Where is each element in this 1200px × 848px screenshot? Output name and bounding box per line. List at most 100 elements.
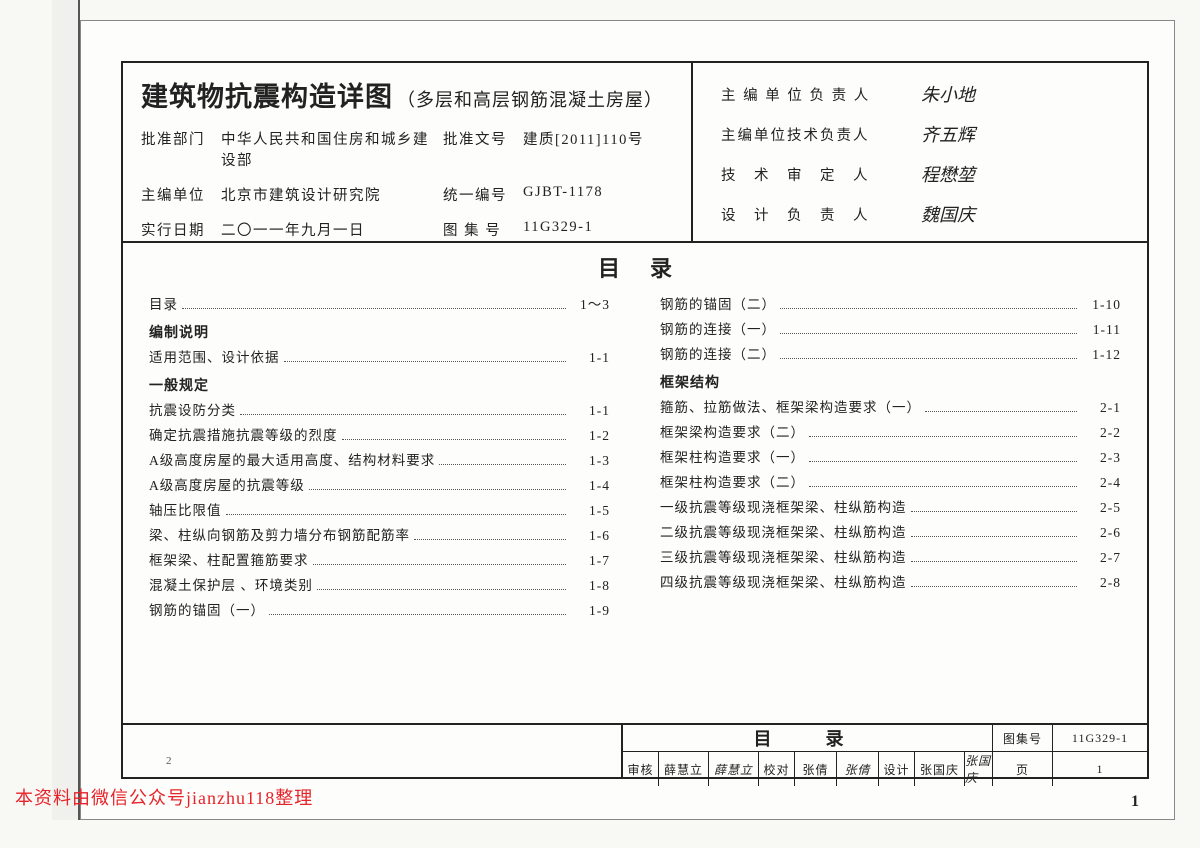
toc-entry: 二级抗震等级现浇框架梁、柱纵筋构造 2-6 xyxy=(660,521,1121,546)
toc-heading: 一般规定 xyxy=(149,375,610,395)
info-row: 主编单位 北京市建筑设计研究院 统一编号 GJBT-1178 xyxy=(141,184,673,205)
footer-toc-label: 目 录 xyxy=(623,725,993,751)
toc-entry: A级高度房屋的抗震等级 1-4 xyxy=(149,474,610,499)
info-label: 批准部门 xyxy=(141,128,221,170)
toc-entry: 钢筋的锚固（一） 1-9 xyxy=(149,599,610,624)
signature-value: 程懋堃 xyxy=(921,161,1137,187)
page-number: 1 xyxy=(1131,793,1139,811)
toc-entry: 三级抗震等级现浇框架梁、柱纵筋构造 2-7 xyxy=(660,546,1121,571)
signature-value: 魏国庆 xyxy=(921,201,1137,227)
footer-cell: 薛慧立 xyxy=(709,752,759,786)
toc-entry: 四级抗震等级现浇框架梁、柱纵筋构造 2-8 xyxy=(660,571,1121,596)
toc-entry: A级高度房屋的最大适用高度、结构材料要求 1-3 xyxy=(149,449,610,474)
footer-cell: 张倩 xyxy=(795,752,837,786)
toc-entry-name: 框架柱构造要求（二） xyxy=(660,471,805,496)
toc-entry-name: 框架梁、柱配置箍筋要求 xyxy=(149,549,309,574)
toc-entry-page: 1-4 xyxy=(570,474,610,499)
toc-entry-page: 1-10 xyxy=(1081,293,1121,318)
toc-area: 目录 目录 1～3编制说明适用范围、设计依据 1-1一般规定抗震设防分类 1-1… xyxy=(123,243,1147,723)
toc-entry-name: 钢筋的锚固（二） xyxy=(660,293,776,318)
signature-value: 朱小地 xyxy=(921,81,1137,107)
toc-heading: 框架结构 xyxy=(660,372,1121,392)
footer-cell: 张国庆 xyxy=(965,752,993,786)
toc-entry-name: 钢筋的锚固（一） xyxy=(149,599,265,624)
toc-dots xyxy=(925,411,1077,412)
toc-entry-page: 2-2 xyxy=(1081,421,1121,446)
toc-entry-name: 三级抗震等级现浇框架梁、柱纵筋构造 xyxy=(660,546,907,571)
toc-dots xyxy=(780,358,1077,359)
toc-entry: 框架柱构造要求（一） 2-3 xyxy=(660,446,1121,471)
toc-dots xyxy=(240,414,566,415)
toc-entry-page: 1-3 xyxy=(570,449,610,474)
toc-entry-page: 1-1 xyxy=(570,399,610,424)
footer-page-value: 1 xyxy=(1053,752,1147,786)
title-left: 建筑物抗震构造详图 （多层和高层钢筋混凝土房屋） 批准部门 中华人民共和国住房和… xyxy=(123,63,693,241)
info-row: 批准部门 中华人民共和国住房和城乡建设部 批准文号 建质[2011]110号 xyxy=(141,128,673,170)
footer-top-row: 目 录 图集号 11G329-1 xyxy=(623,725,1147,752)
toc-entry-name: 一级抗震等级现浇框架梁、柱纵筋构造 xyxy=(660,496,907,521)
watermark-text: 本资料由微信公众号jianzhu118整理 xyxy=(15,784,313,810)
toc-heading: 编制说明 xyxy=(149,322,610,342)
toc-dots xyxy=(269,614,566,615)
info-value: 中华人民共和国住房和城乡建设部 xyxy=(221,128,443,170)
toc-entry-page: 1-8 xyxy=(570,574,610,599)
toc-entry-name: 适用范围、设计依据 xyxy=(149,346,280,371)
signature-row: 主编单位技术负责人 齐五辉 xyxy=(721,121,1137,147)
signature-value: 齐五辉 xyxy=(921,121,1137,147)
sub-title: （多层和高层钢筋混凝土房屋） xyxy=(397,90,663,110)
signature-label: 主编单位技术负责人 xyxy=(721,124,921,145)
toc-entry-name: 梁、柱纵向钢筋及剪力墙分布钢筋配筋率 xyxy=(149,524,410,549)
info-label: 实行日期 xyxy=(141,219,221,240)
toc-entry-page: 2-3 xyxy=(1081,446,1121,471)
toc-entry-name: 混凝土保护层 、环境类别 xyxy=(149,574,313,599)
toc-entry-name: 目录 xyxy=(149,293,178,318)
toc-entry: 混凝土保护层 、环境类别 1-8 xyxy=(149,574,610,599)
toc-entry-name: 抗震设防分类 xyxy=(149,399,236,424)
footer-set-value: 11G329-1 xyxy=(1053,725,1147,751)
toc-entry-page: 1～3 xyxy=(570,293,610,318)
toc-entry: 适用范围、设计依据 1-1 xyxy=(149,346,610,371)
toc-dots xyxy=(809,461,1077,462)
toc-entry-page: 1-12 xyxy=(1081,343,1121,368)
info-label: 批准文号 xyxy=(443,128,523,170)
toc-entry-name: 箍筋、拉筋做法、框架梁构造要求（一） xyxy=(660,396,921,421)
info-value: 二〇一一年九月一日 xyxy=(221,219,443,240)
info-label: 主编单位 xyxy=(141,184,221,205)
toc-entry-name: 四级抗震等级现浇框架梁、柱纵筋构造 xyxy=(660,571,907,596)
info-label: 图 集 号 xyxy=(443,219,523,240)
title-block: 建筑物抗震构造详图 （多层和高层钢筋混凝土房屋） 批准部门 中华人民共和国住房和… xyxy=(123,63,1147,243)
toc-entry: 钢筋的连接（二） 1-12 xyxy=(660,343,1121,368)
toc-dots xyxy=(911,536,1078,537)
toc-entry-name: 轴压比限值 xyxy=(149,499,222,524)
footer-cell: 张国庆 xyxy=(915,752,965,786)
footer-set-label: 图集号 xyxy=(993,725,1053,751)
toc-dots xyxy=(414,539,566,540)
footer-page-label: 页 xyxy=(993,752,1053,786)
toc-entry-name: 钢筋的连接（二） xyxy=(660,343,776,368)
toc-entry-page: 2-5 xyxy=(1081,496,1121,521)
info-value: 北京市建筑设计研究院 xyxy=(221,184,443,205)
info-value: 11G329-1 xyxy=(523,219,673,240)
signature-row: 主 编 单 位 负 责 人 朱小地 xyxy=(721,81,1137,107)
signature-row: 设 计 负 责 人 魏国庆 xyxy=(721,201,1137,227)
toc-entry-page: 2-1 xyxy=(1081,396,1121,421)
toc-entry-page: 1-7 xyxy=(570,549,610,574)
toc-entry-name: A级高度房屋的抗震等级 xyxy=(149,474,305,499)
toc-entry-page: 1-2 xyxy=(570,424,610,449)
toc-entry-page: 2-7 xyxy=(1081,546,1121,571)
toc-dots xyxy=(342,439,567,440)
toc-dots xyxy=(317,589,566,590)
toc-entry: 一级抗震等级现浇框架梁、柱纵筋构造 2-5 xyxy=(660,496,1121,521)
toc-entry: 钢筋的连接（一） 1-11 xyxy=(660,318,1121,343)
toc-dots xyxy=(809,486,1077,487)
toc-entry-page: 1-9 xyxy=(570,599,610,624)
toc-entry: 梁、柱纵向钢筋及剪力墙分布钢筋配筋率 1-6 xyxy=(149,524,610,549)
footer-cell: 薛慧立 xyxy=(659,752,709,786)
toc-entry-page: 1-5 xyxy=(570,499,610,524)
toc-dots xyxy=(226,514,567,515)
toc-dots xyxy=(911,511,1078,512)
toc-entry-name: 确定抗震措施抗震等级的烈度 xyxy=(149,424,338,449)
toc-dots xyxy=(439,464,566,465)
signature-label: 设 计 负 责 人 xyxy=(721,204,921,225)
tiny-label: 2 xyxy=(166,755,172,767)
